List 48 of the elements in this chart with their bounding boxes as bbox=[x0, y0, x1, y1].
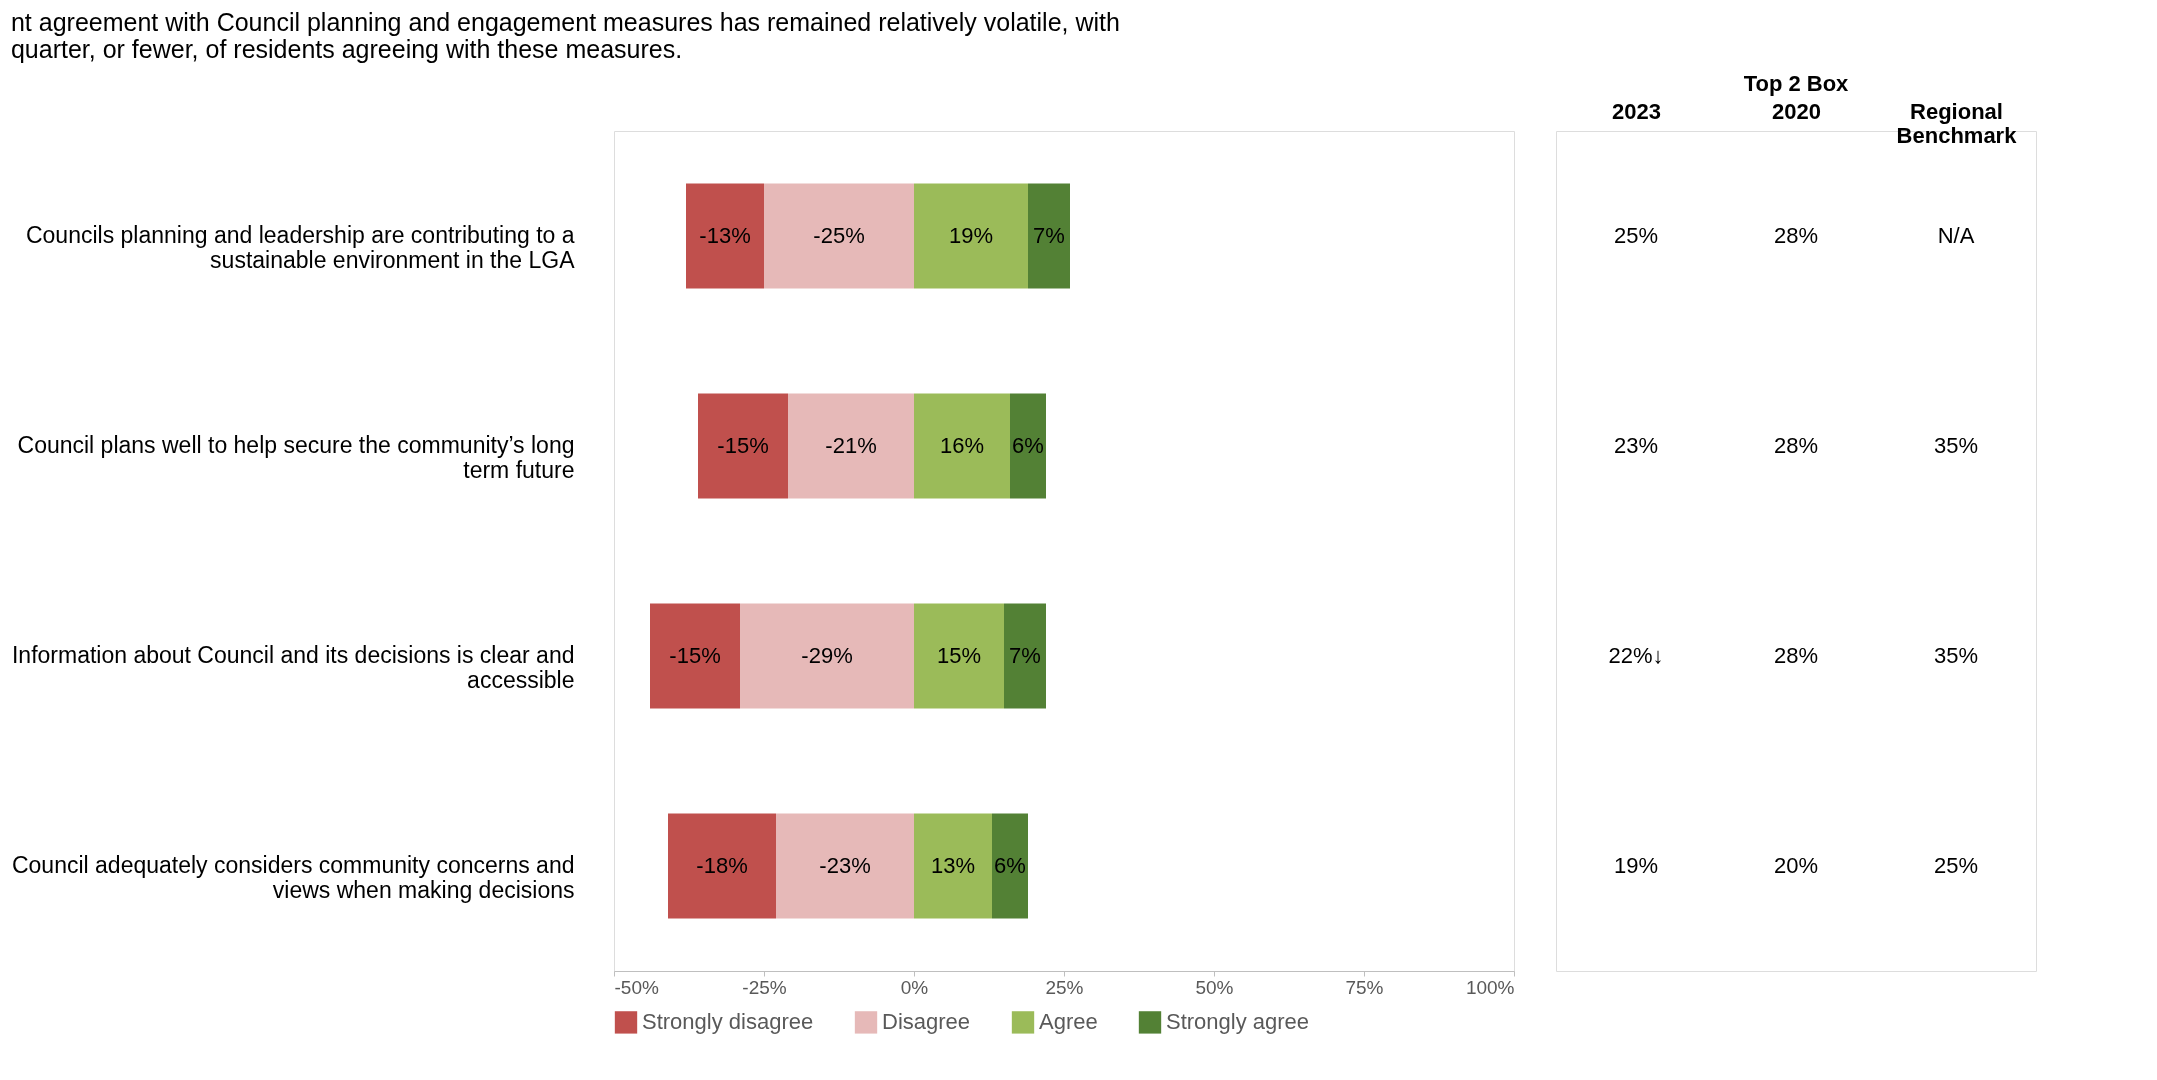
data-label: N/A bbox=[1937, 223, 1975, 248]
data-label: -13% bbox=[699, 223, 751, 248]
data-label: 23% bbox=[1613, 433, 1659, 458]
x-tick-label: -50% bbox=[614, 976, 659, 998]
data-label: 25% bbox=[1933, 853, 1979, 878]
legend-label: Agree bbox=[1039, 1009, 1098, 1035]
data-label: 35% bbox=[1933, 643, 1979, 668]
x-tick-label: -25% bbox=[742, 976, 787, 998]
x-tick-label: 0% bbox=[900, 976, 929, 998]
data-label: 7% bbox=[1033, 223, 1065, 248]
data-label: 25% bbox=[1613, 223, 1659, 248]
data-label: 28% bbox=[1773, 643, 1819, 668]
y-tick-label: Information about Council and its decisions is clear and accessible bbox=[11, 642, 575, 693]
data-label: 19% bbox=[948, 223, 994, 248]
data-label: 15% bbox=[936, 643, 982, 668]
y-tick-label: Councils planning and leadership are contributing to a sustainable environment in the LGA bbox=[25, 222, 576, 273]
x-tick-label: 100% bbox=[1465, 976, 1515, 998]
text: nt agreement with Council planning and engagement measures has remained relatively volatile, with bbox=[10, 7, 1120, 36]
data-label: 13% bbox=[930, 853, 976, 878]
data-label: 16% bbox=[939, 433, 985, 458]
data-label: 6% bbox=[994, 853, 1026, 878]
data-label: -23% bbox=[819, 853, 871, 878]
x-tick-label: 25% bbox=[1045, 976, 1084, 998]
legend-label: Strongly disagree bbox=[642, 1009, 814, 1035]
data-label: 6% bbox=[1012, 433, 1044, 458]
y-tick-label: Council plans well to help secure the community’s long term future bbox=[17, 432, 575, 483]
legend-label: Strongly agree bbox=[1166, 1009, 1310, 1035]
x-tick-label: 50% bbox=[1195, 976, 1234, 998]
data-label: 22%↓ bbox=[1608, 643, 1664, 668]
text: Top 2 Box bbox=[1743, 71, 1850, 96]
data-label: 28% bbox=[1773, 433, 1819, 458]
data-label: -18% bbox=[696, 853, 748, 878]
category-label: 2023 bbox=[1612, 98, 1661, 124]
data-label: -25% bbox=[813, 223, 865, 248]
data-label: -29% bbox=[801, 643, 853, 668]
x-tick-label: 75% bbox=[1345, 976, 1384, 998]
data-label: -15% bbox=[669, 643, 721, 668]
category-label: Regional Benchmark bbox=[1896, 98, 2018, 148]
data-label: 7% bbox=[1009, 643, 1041, 668]
data-label: 28% bbox=[1773, 223, 1819, 248]
category-label: 2020 bbox=[1772, 98, 1821, 124]
data-label: 19% bbox=[1613, 853, 1659, 878]
data-label: -15% bbox=[717, 433, 769, 458]
data-label: 20% bbox=[1773, 853, 1819, 878]
y-tick-label: Council adequately considers community concerns and views when making decisions bbox=[11, 852, 575, 903]
data-label: 35% bbox=[1933, 433, 1979, 458]
data-label: -21% bbox=[825, 433, 877, 458]
legend-label: Disagree bbox=[882, 1009, 971, 1035]
